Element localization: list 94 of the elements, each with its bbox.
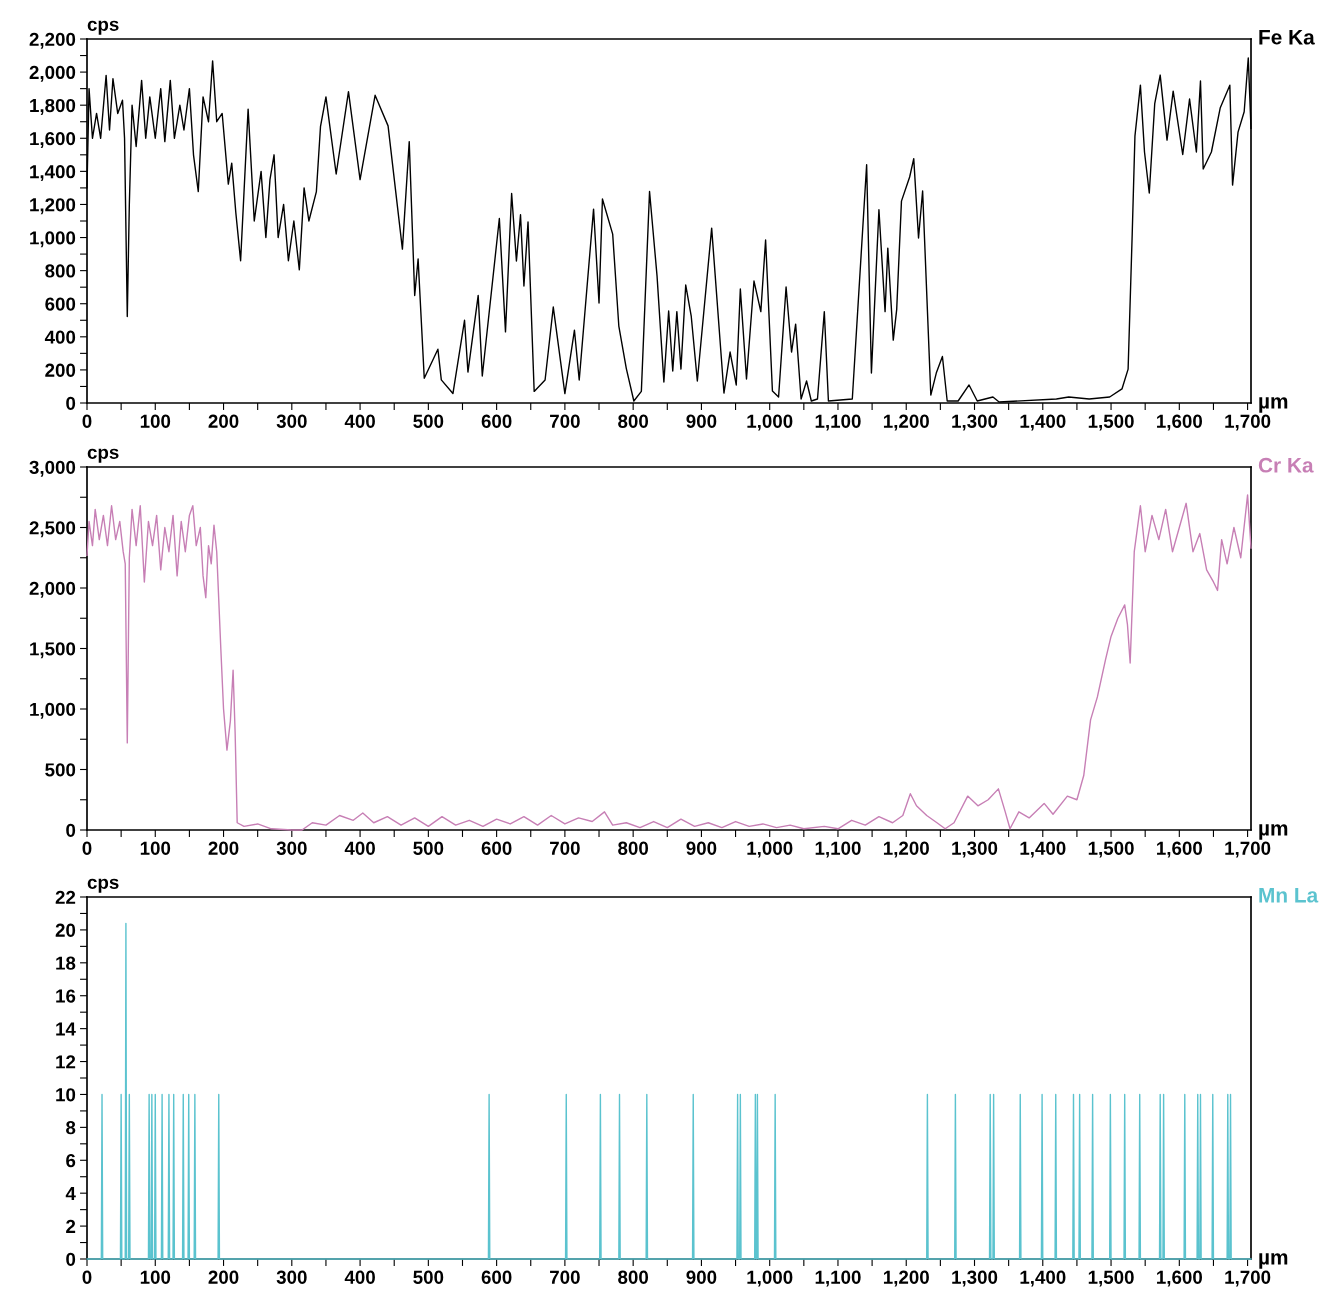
y-tick-label: 1,400 xyxy=(30,165,76,182)
y-tick-label: 200 xyxy=(45,363,76,377)
y-tick-label: 0 xyxy=(66,396,76,410)
y-tick-label: 12 xyxy=(56,1055,76,1069)
x-tick-label: 1,100 xyxy=(815,1270,861,1287)
x-tick-label: 1,300 xyxy=(952,841,998,858)
x-tick-label: 1,600 xyxy=(1157,1270,1203,1287)
x-tick-label: 1,500 xyxy=(1088,841,1134,858)
x-tick-label: 900 xyxy=(686,841,717,855)
y-axis-title: cps xyxy=(87,20,119,35)
series-label: Cr Ka xyxy=(1258,457,1314,473)
y-tick-label: 1,600 xyxy=(30,131,76,148)
x-tick-label: 700 xyxy=(550,841,580,855)
x-axis-title: µm xyxy=(1259,824,1288,840)
x-tick-label: 400 xyxy=(344,841,375,855)
y-tick-label: 1,500 xyxy=(30,642,76,659)
x-tick-label: 1,200 xyxy=(883,1270,929,1287)
y-tick-label: 2,500 xyxy=(29,521,76,538)
x-tick-label: 1,300 xyxy=(952,414,998,431)
x-tick-label: 0 xyxy=(82,414,92,428)
series-label: Fe Ka xyxy=(1259,30,1315,45)
x-tick-label: 800 xyxy=(618,841,649,855)
x-tick-label: 1,000 xyxy=(747,414,793,431)
y-tick-label: 18 xyxy=(56,956,76,970)
x-tick-label: 600 xyxy=(481,414,512,428)
x-tick-label: 500 xyxy=(413,414,444,428)
y-tick-label: 2 xyxy=(66,1219,76,1233)
x-axis-title: µm xyxy=(1259,1253,1288,1269)
x-tick-label: 600 xyxy=(481,841,512,855)
y-tick-label: 1,800 xyxy=(30,98,76,115)
y-tick-label: 8 xyxy=(66,1121,76,1135)
x-tick-label: 700 xyxy=(550,1270,580,1284)
y-tick-label: 2,000 xyxy=(29,65,76,82)
x-tick-label: 1,500 xyxy=(1088,1270,1134,1287)
x-tick-label: 1,400 xyxy=(1020,414,1066,431)
x-tick-label: 1,400 xyxy=(1020,841,1066,858)
x-tick-label: 1,700 xyxy=(1225,1270,1271,1287)
x-tick-label: 300 xyxy=(276,414,307,428)
x-tick-label: 300 xyxy=(276,841,307,855)
y-tick-label: 14 xyxy=(56,1022,76,1036)
y-tick-label: 10 xyxy=(56,1088,76,1102)
y-tick-label: 600 xyxy=(45,297,76,311)
y-tick-label: 3,000 xyxy=(29,460,76,477)
x-tick-label: 100 xyxy=(140,841,171,855)
x-tick-label: 1,000 xyxy=(747,841,793,858)
x-tick-label: 100 xyxy=(140,414,171,428)
y-tick-label: 2,200 xyxy=(29,32,76,49)
x-tick-label: 1,200 xyxy=(883,414,929,431)
y-tick-label: 1,200 xyxy=(30,198,76,215)
x-tick-label: 400 xyxy=(344,1270,375,1284)
x-tick-label: 900 xyxy=(686,1270,717,1284)
y-tick-label: 1,000 xyxy=(30,231,76,248)
text: Mn La xyxy=(1259,888,1319,903)
x-tick-label: 0 xyxy=(82,841,92,855)
y-tick-label: 0 xyxy=(66,1252,76,1266)
y-tick-label: 6 xyxy=(66,1153,76,1168)
y-tick-label: 500 xyxy=(45,763,76,777)
x-tick-label: 200 xyxy=(208,1270,239,1284)
x-tick-label: 1,300 xyxy=(952,1270,998,1287)
y-tick-label: 16 xyxy=(56,989,76,1003)
x-tick-label: 400 xyxy=(344,414,375,428)
y-axis-title: cps xyxy=(87,878,119,893)
x-tick-label: 800 xyxy=(618,1270,649,1284)
x-axis-title: µm xyxy=(1259,397,1288,413)
y-tick-label: 4 xyxy=(65,1187,76,1200)
y-tick-label: 400 xyxy=(44,330,76,344)
x-tick-label: 800 xyxy=(618,414,649,428)
x-tick-label: 1,100 xyxy=(815,841,861,858)
x-tick-label: 100 xyxy=(140,1270,171,1284)
x-tick-label: 1,100 xyxy=(815,414,861,431)
x-tick-label: 1,600 xyxy=(1157,414,1203,431)
x-tick-label: 200 xyxy=(208,841,239,855)
x-tick-label: 600 xyxy=(481,1270,512,1284)
x-tick-label: 300 xyxy=(276,1270,307,1284)
x-tick-label: 1,400 xyxy=(1020,1270,1066,1287)
x-tick-label: 1,700 xyxy=(1225,414,1271,431)
x-tick-label: 900 xyxy=(686,414,717,428)
y-tick-label: 1,000 xyxy=(30,702,76,719)
y-tick-label: 22 xyxy=(55,890,76,904)
y-tick-label: 800 xyxy=(45,264,76,278)
x-tick-label: 500 xyxy=(413,1270,444,1284)
y-tick-label: 0 xyxy=(66,823,76,837)
x-tick-label: 1,700 xyxy=(1225,841,1271,858)
x-tick-label: 1,500 xyxy=(1088,414,1134,431)
x-tick-label: 700 xyxy=(550,414,580,428)
x-tick-label: 1,600 xyxy=(1157,841,1203,858)
x-tick-label: 500 xyxy=(413,841,444,855)
x-tick-label: 1,000 xyxy=(747,1270,793,1287)
x-tick-label: 200 xyxy=(208,414,239,428)
x-tick-label: 0 xyxy=(82,1270,92,1284)
y-tick-label: 20 xyxy=(55,923,76,937)
y-axis-title: cps xyxy=(87,448,119,463)
x-tick-label: 1,200 xyxy=(883,841,929,858)
y-tick-label: 2,000 xyxy=(29,581,76,598)
